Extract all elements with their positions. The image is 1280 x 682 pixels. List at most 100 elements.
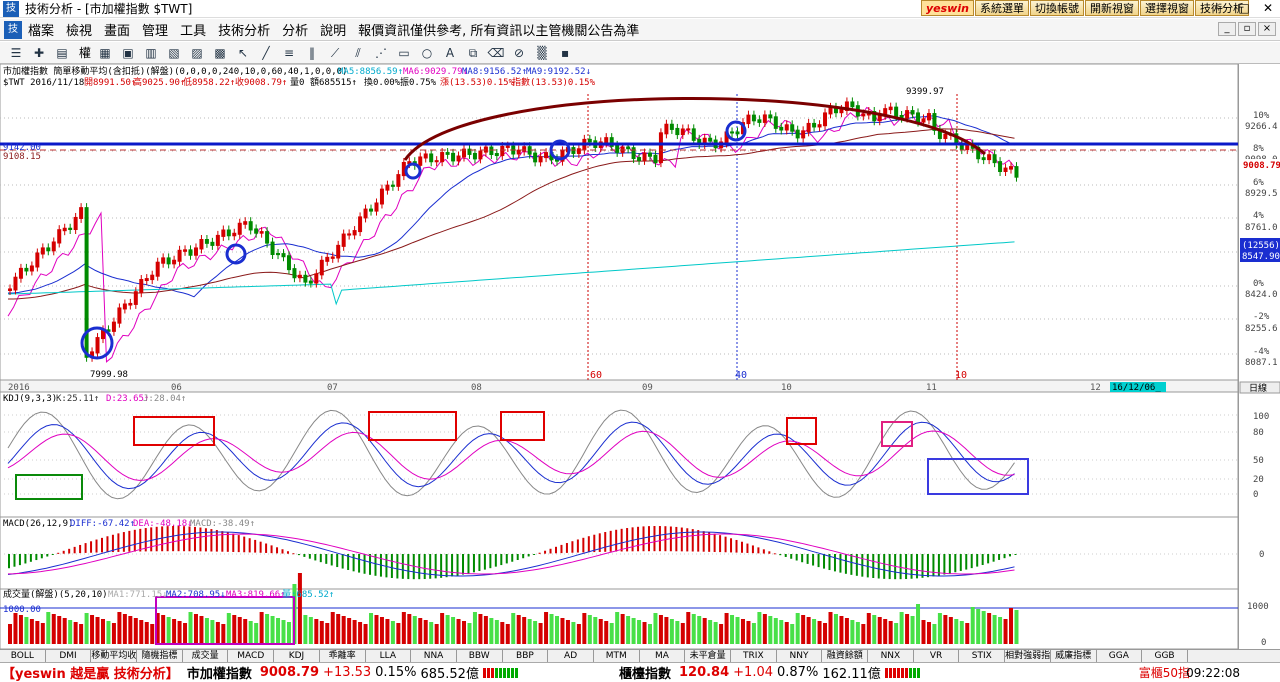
tab-2[interactable]: 移動平均收簡單移動平 [91,650,138,662]
menu-help[interactable]: 說明 [320,24,347,39]
eraser-icon[interactable]: ⌫ [487,45,505,60]
tab-11[interactable]: BBP [503,650,549,662]
select-window-button[interactable]: 選擇視窗 [1139,0,1194,16]
tab-15[interactable]: 未平倉量 [685,650,731,662]
tab-6[interactable]: KDJ [274,650,320,662]
tab-21[interactable]: STIX [959,650,1006,662]
candle-body [894,106,899,117]
macd-value: MACD:-38.49↑ [190,519,255,529]
candle-body [221,229,226,237]
macd-bar [478,554,481,571]
menu-technical[interactable]: 技術分析 [218,24,271,39]
volume-bar [751,623,756,644]
tab-25[interactable]: GGB [1142,650,1188,662]
tab-22[interactable]: 相對強弱指 [1005,650,1051,662]
candle-body [631,147,636,160]
candle-body [779,126,784,131]
panel2-icon[interactable]: ▩ [214,45,226,60]
tab-8[interactable]: LLA [366,650,412,662]
candle-body [62,227,67,232]
tab-24[interactable]: GGA [1097,650,1143,662]
tab-3[interactable]: 隨機指標 [137,650,183,662]
close-button[interactable]: ✕ [1262,1,1274,15]
macd-bar [697,530,700,552]
mdi-restore-button[interactable]: ▫ [1238,22,1256,36]
menu-manage[interactable]: 管理 [142,24,169,39]
layout-icon[interactable]: ▧ [168,45,180,60]
candle-body [57,229,62,244]
save-icon[interactable]: ▪ [560,45,570,60]
tab-19[interactable]: NNX [868,650,914,662]
candle-body [697,138,702,146]
tab-10[interactable]: BBW [457,650,503,662]
crosshair-icon[interactable]: ✚ [33,45,45,60]
tab-14[interactable]: MA [640,650,686,662]
list-icon[interactable]: ☰ [10,45,22,60]
volume-bar [494,620,499,644]
kdj-j-line [7,409,1015,500]
menu-tools[interactable]: 工具 [180,24,207,39]
mdi-minimize-button[interactable]: _ [1218,22,1236,36]
chart-area[interactable]: 市加權指數 簡單移動平均(含扣抵)(解盤)(0,0,0,0,240,10,0,6… [0,64,1238,649]
pointer-icon[interactable]: ↖ [237,45,249,60]
tab-5[interactable]: MACD [228,650,275,662]
low-label: 7999.98 [90,370,128,380]
minimize-button[interactable]: – [1217,1,1223,15]
tab-12[interactable]: AD [548,650,594,662]
panel-icon[interactable]: ▨ [191,45,203,60]
macd-bar [133,529,136,552]
tab-20[interactable]: VR [914,650,960,662]
tab-16[interactable]: TRIX [731,650,777,662]
candle-body [144,278,149,282]
yeswin-button[interactable]: yeswin [921,0,974,16]
hline-tool-icon[interactable]: ≡ [283,45,295,60]
macd-bar [73,546,76,554]
copy-icon[interactable]: ⧉ [468,45,478,60]
chart-icon[interactable]: ▦ [99,45,111,60]
tab-0[interactable]: BOLL [0,650,46,662]
candle-body [358,216,363,233]
date-box[interactable] [1110,382,1166,392]
circle-tool-icon[interactable]: ○ [421,45,433,60]
tab-7[interactable]: 乖離率 [320,650,366,662]
line-tool-icon[interactable]: ╱ [262,45,270,60]
candle-body [270,241,275,255]
macd-bar [270,545,273,554]
vline-tool-icon[interactable]: ‖ [309,45,316,60]
grid-icon[interactable]: ▥ [145,45,157,60]
tab-18[interactable]: 融資餘額 [822,650,869,662]
tab-13[interactable]: MTM [594,650,640,662]
adjust-label[interactable]: 權 [79,46,92,60]
switch-account-button[interactable]: 切換帳號 [1029,0,1084,16]
delete-icon[interactable]: ⊘ [513,45,525,60]
channel-tool-icon[interactable]: ⫽ [355,45,361,60]
macd-bar [735,539,738,553]
text-tool-icon[interactable]: A [445,45,455,60]
fan-tool-icon[interactable]: ⟋ [330,45,340,60]
tab-17[interactable]: NNY [777,650,823,662]
window-icon[interactable]: ▤ [56,45,68,60]
period-button[interactable] [1239,381,1280,394]
picture-icon[interactable]: ▣ [122,45,134,60]
candle-body [226,229,231,237]
tab-9[interactable]: NNA [411,650,457,662]
rect-tool-icon[interactable]: ▭ [398,45,410,60]
volume-bar [921,620,926,644]
maximize-button[interactable]: □ [1238,1,1250,15]
volume-bar [390,621,395,644]
color-icon[interactable]: ▒ [537,45,547,60]
fib-tool-icon[interactable]: ⋰ [375,45,388,60]
mdi-close-button[interactable]: × [1258,22,1276,36]
tab-23[interactable]: 威廉指標 [1051,650,1097,662]
volume-bar [839,616,844,644]
system-menu-button[interactable]: 系統選單 [974,0,1029,16]
menu-file[interactable]: 檔案 [28,24,55,39]
tab-1[interactable]: DMI [46,650,92,662]
document-icon[interactable]: 技 [4,20,22,39]
technical-analysis-button[interactable]: 技術分析 [1194,0,1249,16]
new-window-button[interactable]: 開新視窗 [1084,0,1139,16]
tab-4[interactable]: 成交量 [183,650,229,662]
menu-view[interactable]: 檢視 [66,24,93,39]
menu-analysis[interactable]: 分析 [282,24,309,39]
menu-screen[interactable]: 畫面 [104,24,131,39]
